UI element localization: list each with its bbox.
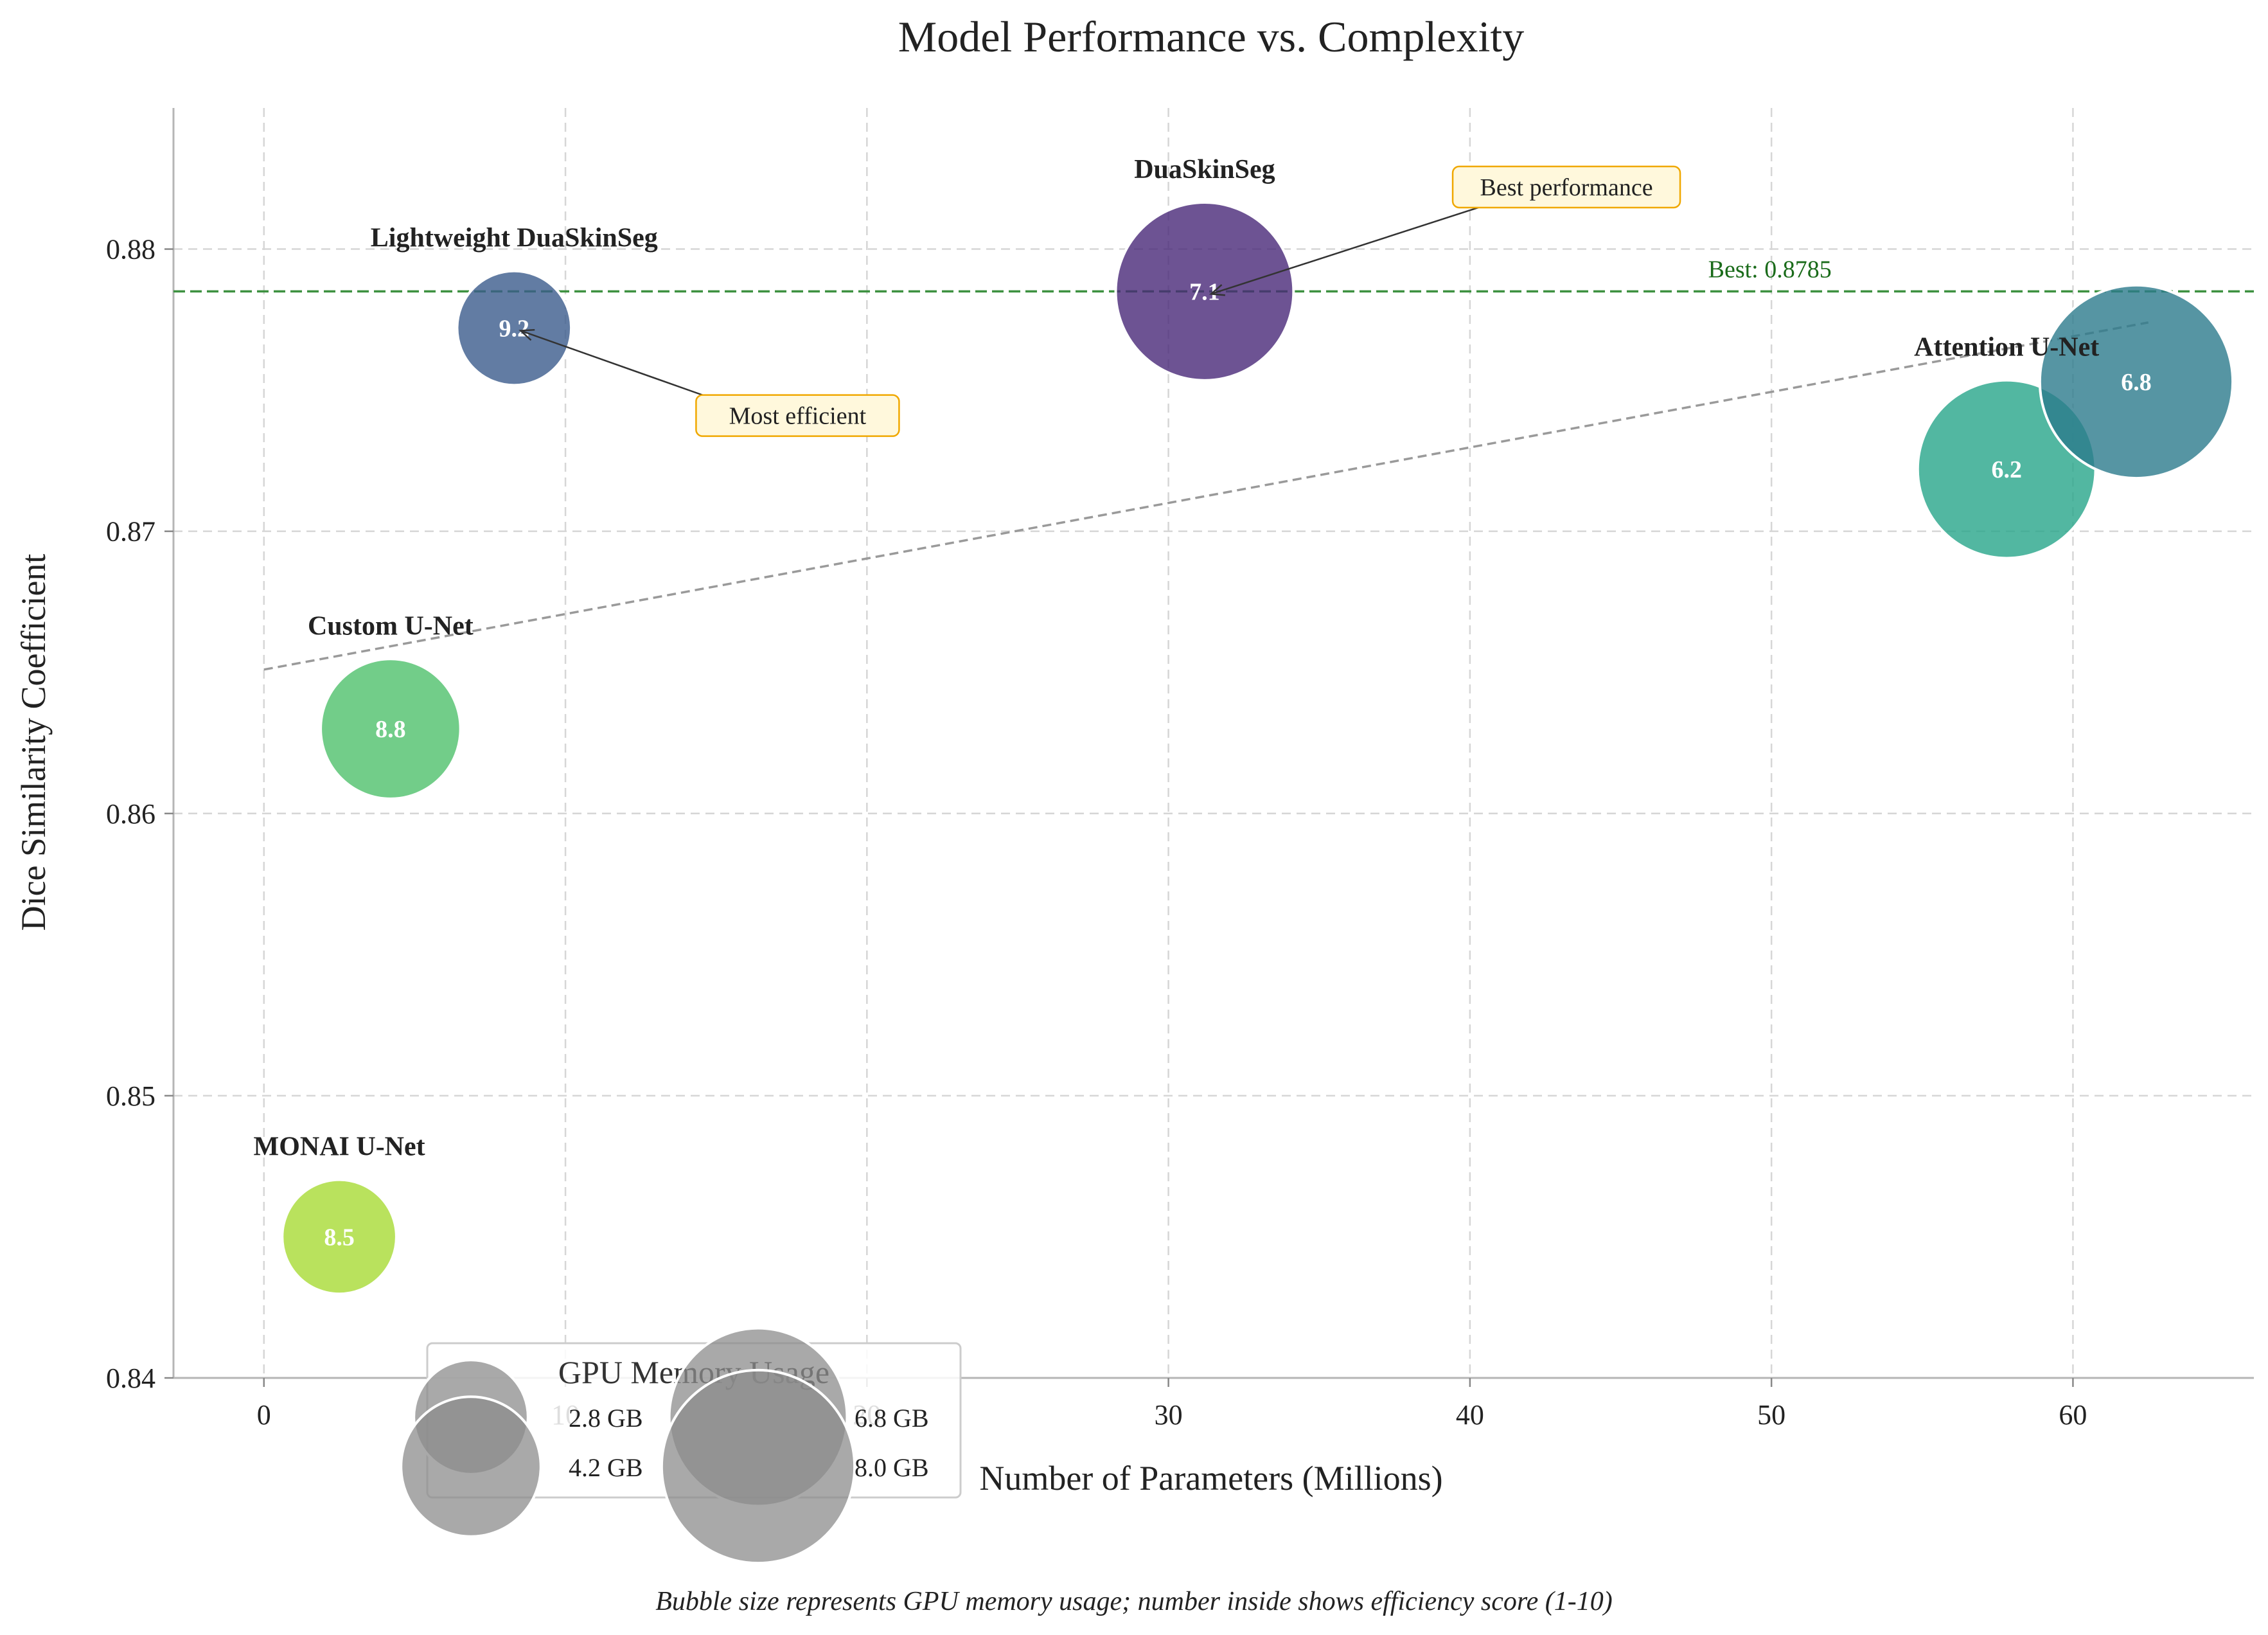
axes-layer: 01020304050600.840.850.860.870.88 <box>106 108 2254 1431</box>
annotation-box <box>695 394 900 437</box>
y-tick-label: 0.85 <box>106 1080 155 1112</box>
model-name-label: DuaSkinSeg <box>1134 155 1275 184</box>
model-name-label: Attention U-Net <box>1914 333 2099 362</box>
legend-entry-label: 2.8 GB <box>569 1404 643 1433</box>
legend: GPU Memory Usage2.8 GB4.2 GB6.8 GB8.0 GB <box>400 1327 962 1565</box>
model-name-label: Custom U-Net <box>308 611 474 641</box>
x-tick-label: 50 <box>1757 1399 1785 1431</box>
annotation-box <box>1451 165 1681 209</box>
legend-entry-label: 4.2 GB <box>569 1453 643 1482</box>
model-name-label: Lightweight DuaSkinSeg <box>371 224 658 253</box>
chart-caption: Bubble size represents GPU memory usage;… <box>655 1587 1613 1616</box>
annotation-arrow-head <box>518 328 535 341</box>
legend-bubble <box>660 1368 856 1565</box>
y-tick-label: 0.87 <box>106 516 155 548</box>
bubble-point <box>2038 283 2235 480</box>
efficiency-score-label: 6.2 <box>1991 456 2022 483</box>
legend-bubble <box>400 1395 542 1538</box>
bubble-layer <box>281 201 2235 1296</box>
bubble-point <box>456 269 573 387</box>
efficiency-score-label: 8.5 <box>324 1224 355 1251</box>
y-axis-label: Dice Similarity Coefficient <box>14 554 53 931</box>
x-tick-label: 0 <box>257 1399 271 1431</box>
legend-entry-label: 6.8 GB <box>855 1404 929 1433</box>
efficiency-score-label: 6.8 <box>2121 369 2152 396</box>
x-tick-label: 60 <box>2059 1399 2087 1431</box>
annotation-arrow-line <box>520 330 703 396</box>
model-name-label: MONAI U-Net <box>254 1132 425 1162</box>
x-tick-label: 40 <box>1456 1399 1484 1431</box>
legend-entry-label: 8.0 GB <box>855 1453 929 1482</box>
y-tick-label: 0.88 <box>106 234 155 265</box>
annotation-arrow-line <box>1210 206 1479 295</box>
trend-line <box>263 321 2149 671</box>
x-tick-label: 30 <box>1155 1399 1183 1431</box>
annotation-text: Best performance <box>1480 174 1653 201</box>
efficiency-score-label: 8.8 <box>375 716 406 743</box>
x-axis-label: Number of Parameters (Millions) <box>979 1459 1442 1497</box>
chart-title: Model Performance vs. Complexity <box>898 12 1524 61</box>
annotation-text: Most efficient <box>729 403 867 430</box>
bubble-point <box>1114 201 1295 382</box>
efficiency-score-label: 9.2 <box>499 316 530 343</box>
best-performance-label: Best: 0.8785 <box>1708 256 1832 283</box>
y-tick-label: 0.84 <box>106 1362 155 1394</box>
bubble-point <box>319 657 462 800</box>
annotation-arrow-head <box>1209 284 1225 296</box>
bubble-point <box>281 1178 398 1296</box>
y-tick-label: 0.86 <box>106 798 155 830</box>
